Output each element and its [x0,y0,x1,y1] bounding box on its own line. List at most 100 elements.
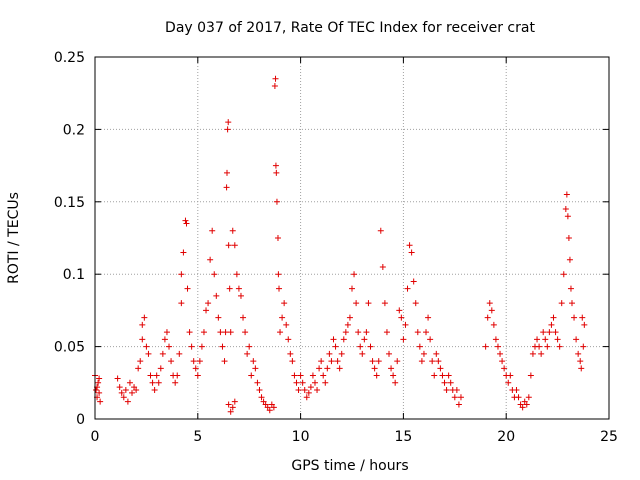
data-point [484,314,491,321]
data-point [447,379,454,386]
data-point [198,343,205,350]
data-point [209,227,216,234]
data-point [346,314,353,321]
data-point [414,329,421,336]
data-point [224,126,231,133]
data-point [552,329,559,336]
data-point [320,372,327,379]
data-point [231,398,238,405]
data-point [527,372,534,379]
data-point [568,300,575,307]
data-point [219,343,226,350]
data-point [217,329,224,336]
data-point [396,307,403,314]
data-point [451,394,458,401]
data-point [575,350,582,357]
data-point [203,307,210,314]
data-point [141,314,148,321]
data-point [295,387,302,394]
y-tick-label: 0.15 [54,195,85,211]
data-point [242,329,249,336]
data-point [266,407,273,414]
data-point [379,263,386,270]
x-tick-label: 0 [91,429,100,445]
data-point [501,365,508,372]
data-point [145,350,152,357]
data-point [248,372,255,379]
data-point [334,358,341,365]
data-point [226,285,233,292]
data-point [293,379,300,386]
data-point [367,343,374,350]
data-point [540,329,547,336]
data-point [359,350,366,357]
data-point [194,372,201,379]
axis-ticks [94,56,610,420]
data-point [408,249,415,256]
data-point [548,321,555,328]
data-point [423,329,430,336]
data-point [271,82,278,89]
y-tick-label: 0 [76,412,85,428]
y-tick-label: 0.2 [63,122,85,138]
data-point [176,350,183,357]
data-point [172,379,179,386]
data-point [166,343,173,350]
data-point [273,169,280,176]
data-point [225,401,232,408]
data-point [544,343,551,350]
data-point [404,285,411,292]
data-point [377,227,384,234]
data-point [560,271,567,278]
data-point [332,343,339,350]
data-point [340,336,347,343]
x-axis-label: GPS time / hours [291,458,408,474]
data-point [420,350,427,357]
data-point [375,358,382,365]
data-point [215,314,222,321]
grid-lines [95,57,609,419]
data-point [433,350,440,357]
data-point [486,300,493,307]
data-point [221,358,228,365]
data-point [490,321,497,328]
data-point [392,379,399,386]
data-point [149,379,156,386]
data-point [153,372,160,379]
data-point [579,314,586,321]
data-point [427,336,434,343]
data-point [196,358,203,365]
data-point [225,119,232,126]
data-point [536,343,543,350]
data-point [457,394,464,401]
x-tick-label: 10 [292,429,310,445]
data-point [445,372,452,379]
data-point [129,389,136,396]
data-point [455,401,462,408]
data-point [283,321,290,328]
data-point [178,271,185,278]
data-point [93,387,100,394]
data-point [256,387,263,394]
data-point [289,358,296,365]
data-point [135,365,142,372]
data-point [159,350,166,357]
data-point [186,329,193,336]
data-point [390,372,397,379]
data-point [353,300,360,307]
chart-title: Day 037 of 2017, Rate Of TEC Index for r… [165,20,535,36]
data-point [562,206,569,213]
data-point [410,278,417,285]
data-point [233,271,240,278]
data-point [381,300,388,307]
data-point [494,343,501,350]
x-tick-label: 15 [394,429,412,445]
data-point [373,372,380,379]
data-point [326,350,333,357]
data-point [565,235,572,241]
data-point [161,336,168,343]
data-point [229,227,236,234]
data-point [316,365,323,372]
data-point [488,307,495,314]
data-point [275,271,282,278]
